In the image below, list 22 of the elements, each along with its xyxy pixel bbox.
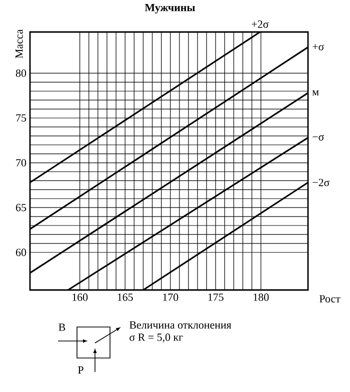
- text: В: [58, 324, 66, 331]
- x-axis-title: Рост: [320, 295, 340, 302]
- series-label: −2σ: [312, 178, 330, 186]
- chart-title: Мужчины: [144, 4, 195, 14]
- x-tick-label: 175: [208, 294, 224, 301]
- text: σ R = 5,0 кг: [130, 334, 183, 342]
- y-tick-label: 60: [16, 248, 26, 256]
- x-tick-label: 160: [72, 294, 88, 301]
- series-label: м: [312, 90, 319, 96]
- y-tick-label: 80: [16, 70, 26, 77]
- y-axis-title: Масса: [16, 29, 23, 58]
- text: Величина отклонения: [130, 321, 232, 329]
- series-label: +σ: [312, 44, 324, 50]
- x-tick-label: 165: [118, 294, 133, 301]
- y-tick-label: 75: [16, 114, 26, 122]
- x-tick-label: 170: [163, 294, 178, 301]
- series-label: +2σ: [252, 20, 269, 28]
- y-tick-label: 70: [16, 159, 26, 166]
- series-label: −σ: [312, 134, 324, 141]
- text: Р: [78, 366, 84, 374]
- y-tick-label: 65: [16, 204, 26, 212]
- x-tick-label: 180: [254, 294, 269, 301]
